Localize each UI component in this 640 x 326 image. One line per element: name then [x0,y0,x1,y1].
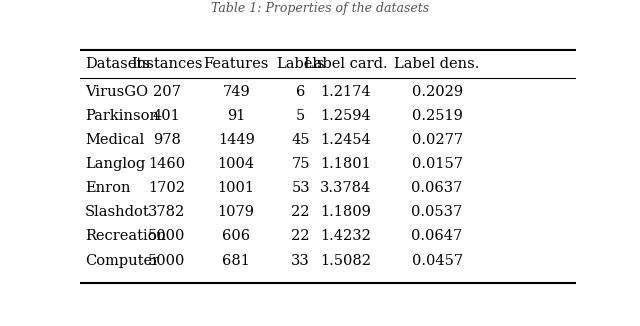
Text: Label card.: Label card. [303,57,387,71]
Text: 1004: 1004 [218,157,255,171]
Text: 1460: 1460 [148,157,186,171]
Text: 1079: 1079 [218,205,255,219]
Text: Labels: Labels [276,57,325,71]
Text: 1702: 1702 [148,181,186,195]
Text: 207: 207 [153,85,180,99]
Text: Medical: Medical [85,133,144,147]
Text: Table 1: Properties of the datasets: Table 1: Properties of the datasets [211,2,429,15]
Text: VirusGO: VirusGO [85,85,148,99]
Text: Features: Features [204,57,269,71]
Text: 22: 22 [291,230,310,244]
Text: 45: 45 [291,133,310,147]
Text: 33: 33 [291,254,310,268]
Text: Computer: Computer [85,254,159,268]
Text: 0.0157: 0.0157 [412,157,463,171]
Text: 53: 53 [291,181,310,195]
Text: 0.0457: 0.0457 [412,254,463,268]
Text: 0.0277: 0.0277 [412,133,463,147]
Text: 1001: 1001 [218,181,255,195]
Text: 6: 6 [296,85,305,99]
Text: 606: 606 [222,230,250,244]
Text: 1.2594: 1.2594 [320,109,371,123]
Text: 0.2519: 0.2519 [412,109,463,123]
Text: 1.4232: 1.4232 [320,230,371,244]
Text: 1449: 1449 [218,133,255,147]
Text: 0.0637: 0.0637 [412,181,463,195]
Text: 0.2029: 0.2029 [412,85,463,99]
Text: 5000: 5000 [148,254,186,268]
Text: 1.5082: 1.5082 [320,254,371,268]
Text: 1.1801: 1.1801 [320,157,371,171]
Text: Label dens.: Label dens. [394,57,480,71]
Text: 3782: 3782 [148,205,186,219]
Text: 75: 75 [291,157,310,171]
Text: Enron: Enron [85,181,131,195]
Text: Parkinson: Parkinson [85,109,159,123]
Text: 681: 681 [222,254,250,268]
Text: 401: 401 [153,109,180,123]
Text: 91: 91 [227,109,245,123]
Text: 749: 749 [222,85,250,99]
Text: 0.0537: 0.0537 [412,205,463,219]
Text: 0.0647: 0.0647 [412,230,463,244]
Text: 1.1809: 1.1809 [320,205,371,219]
Text: Instances: Instances [131,57,202,71]
Text: 22: 22 [291,205,310,219]
Text: 5: 5 [296,109,305,123]
Text: 1.2174: 1.2174 [320,85,371,99]
Text: 5000: 5000 [148,230,186,244]
Text: 3.3784: 3.3784 [320,181,371,195]
Text: Langlog: Langlog [85,157,145,171]
Text: 1.2454: 1.2454 [320,133,371,147]
Text: Recreation: Recreation [85,230,166,244]
Text: Slashdot: Slashdot [85,205,150,219]
Text: Datasets: Datasets [85,57,150,71]
Text: 978: 978 [153,133,180,147]
